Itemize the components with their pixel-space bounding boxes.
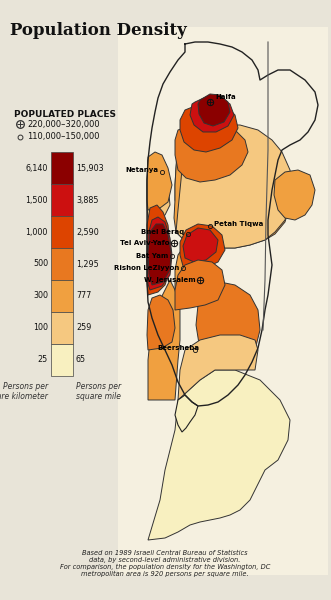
Bar bbox=[51, 152, 73, 184]
Text: Bat Yam: Bat Yam bbox=[136, 253, 168, 259]
Text: Persons per
square kilometer: Persons per square kilometer bbox=[0, 382, 48, 401]
Text: 220,000–320,000: 220,000–320,000 bbox=[27, 119, 100, 128]
Text: Population Density: Population Density bbox=[10, 22, 187, 39]
Polygon shape bbox=[183, 228, 218, 262]
Polygon shape bbox=[190, 96, 234, 132]
Polygon shape bbox=[147, 155, 170, 220]
Text: Haifa: Haifa bbox=[215, 94, 236, 100]
Text: 300: 300 bbox=[33, 292, 48, 301]
Text: Netanya: Netanya bbox=[125, 167, 158, 173]
Polygon shape bbox=[175, 260, 225, 310]
Bar bbox=[51, 248, 73, 280]
Text: Based on 1989 Israeli Central Bureau of Statistics
data, by second-level adminis: Based on 1989 Israeli Central Bureau of … bbox=[60, 550, 270, 577]
Polygon shape bbox=[148, 224, 171, 285]
Polygon shape bbox=[147, 205, 170, 295]
Polygon shape bbox=[147, 295, 175, 350]
Text: Bnei Beraq: Bnei Beraq bbox=[141, 229, 184, 235]
Bar bbox=[51, 216, 73, 248]
Bar bbox=[118, 27, 328, 575]
Bar bbox=[51, 184, 73, 216]
Text: 1,500: 1,500 bbox=[25, 196, 48, 205]
Bar bbox=[51, 280, 73, 312]
Text: 65: 65 bbox=[76, 355, 86, 364]
Polygon shape bbox=[175, 240, 215, 290]
Text: 100: 100 bbox=[33, 323, 48, 332]
Text: 500: 500 bbox=[33, 259, 48, 269]
Text: 777: 777 bbox=[76, 292, 91, 301]
Bar bbox=[51, 344, 73, 376]
Text: 1,000: 1,000 bbox=[25, 227, 48, 236]
Polygon shape bbox=[147, 152, 172, 210]
Polygon shape bbox=[196, 282, 260, 360]
Polygon shape bbox=[147, 42, 318, 406]
Text: 2,590: 2,590 bbox=[76, 227, 99, 236]
Polygon shape bbox=[148, 370, 290, 540]
Text: POPULATED PLACES: POPULATED PLACES bbox=[14, 110, 116, 119]
Polygon shape bbox=[274, 170, 315, 220]
Text: 110,000–150,000: 110,000–150,000 bbox=[27, 133, 100, 142]
Polygon shape bbox=[176, 125, 292, 248]
Polygon shape bbox=[147, 217, 172, 290]
Polygon shape bbox=[175, 142, 278, 226]
Polygon shape bbox=[198, 94, 230, 126]
Text: Rishon LeZiyyon: Rishon LeZiyyon bbox=[114, 265, 179, 271]
Polygon shape bbox=[178, 335, 258, 400]
Text: Beersheba: Beersheba bbox=[157, 345, 199, 351]
Text: 15,903: 15,903 bbox=[76, 163, 104, 173]
Polygon shape bbox=[180, 224, 225, 270]
Polygon shape bbox=[147, 220, 170, 280]
Text: 6,140: 6,140 bbox=[25, 163, 48, 173]
Polygon shape bbox=[175, 395, 198, 432]
Text: Petah Tiqwa: Petah Tiqwa bbox=[214, 221, 263, 227]
Text: 25: 25 bbox=[38, 355, 48, 364]
Text: Tel Aviv-Yafo: Tel Aviv-Yafo bbox=[120, 240, 170, 246]
Polygon shape bbox=[175, 122, 248, 182]
Text: 3,885: 3,885 bbox=[76, 196, 99, 205]
Text: Persons per
square mile: Persons per square mile bbox=[76, 382, 121, 401]
Text: W. Jerusalem: W. Jerusalem bbox=[144, 277, 196, 283]
Text: 1,295: 1,295 bbox=[76, 259, 99, 269]
Text: 259: 259 bbox=[76, 323, 91, 332]
Bar bbox=[51, 312, 73, 344]
Polygon shape bbox=[174, 138, 290, 248]
Polygon shape bbox=[180, 102, 238, 152]
Polygon shape bbox=[148, 280, 180, 400]
